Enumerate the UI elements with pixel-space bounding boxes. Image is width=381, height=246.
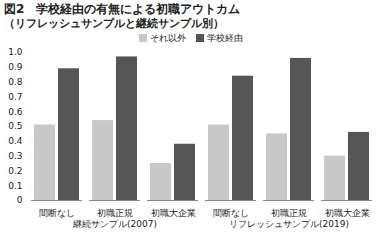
svg-text:0.9: 0.9 <box>8 62 23 72</box>
html-text:図2 学校経由の有無による初職アウトカム: 図2 学校経由の有無による初職アウトカム <box>4 2 241 16</box>
svg-text:初職正規: 初職正規 <box>271 208 307 218</box>
html-text:（リフレッシュサンプルと継続サンプル別）: （リフレッシュサンプルと継続サンプル別） <box>4 17 224 30</box>
svg-text:0.3: 0.3 <box>8 151 22 161</box>
html-text:学校経由: 学校経由 <box>206 33 243 43</box>
svg-text:初職大企業: 初職大企業 <box>325 208 370 218</box>
svg-text:0.5: 0.5 <box>8 121 22 131</box>
svg-text:0.6: 0.6 <box>8 107 23 117</box>
svg-text:初職正規: 初職正規 <box>97 208 133 218</box>
svg-text:0: 0 <box>17 195 23 205</box>
svg-text:0.8: 0.8 <box>8 77 23 87</box>
svg-text:0.4: 0.4 <box>8 136 23 146</box>
svg-text:継続サンプル(2007): 継続サンプル(2007) <box>72 219 157 229</box>
svg-text:間断なし: 間断なし <box>39 208 75 218</box>
svg-text:0.1: 0.1 <box>8 181 22 191</box>
svg-text:1.0: 1.0 <box>8 47 23 57</box>
html-text:それ以外: それ以外 <box>149 33 186 43</box>
svg-text:0.7: 0.7 <box>8 92 22 102</box>
svg-text:リフレッシュサンプル(2019): リフレッシュサンプル(2019) <box>229 219 349 229</box>
svg-text:間断なし: 間断なし <box>213 208 249 218</box>
svg-text:0.2: 0.2 <box>8 166 22 176</box>
svg-text:初職大企業: 初職大企業 <box>151 208 196 218</box>
